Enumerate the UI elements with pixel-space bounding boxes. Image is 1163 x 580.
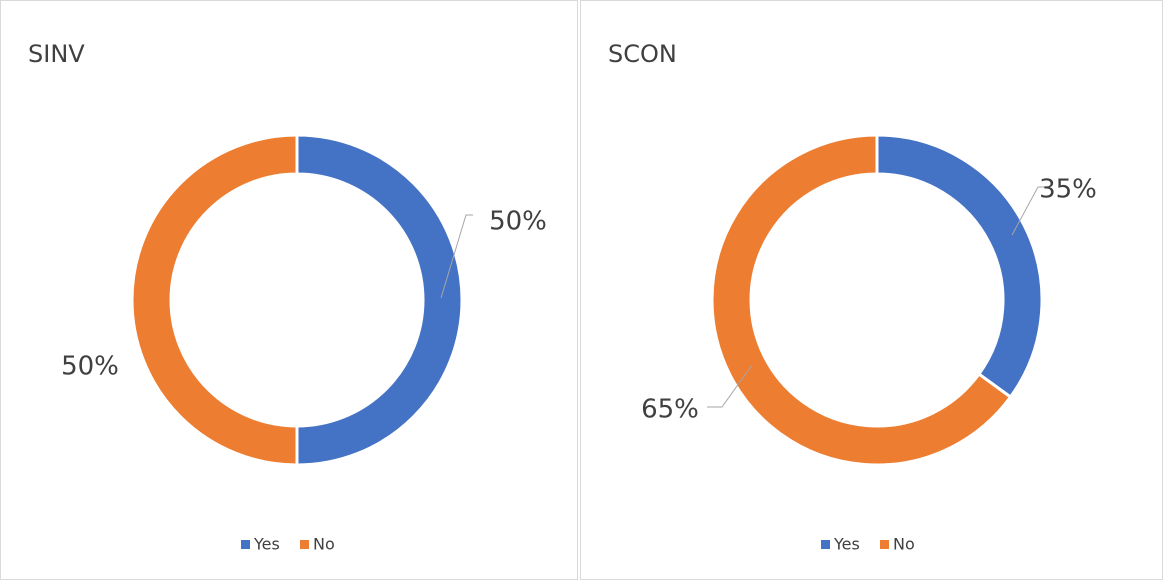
- legend-swatch: [300, 540, 309, 549]
- leader-line: [1011, 186, 1050, 236]
- leader-line: [440, 214, 473, 299]
- legend-swatch: [241, 540, 250, 549]
- data-label: 65%: [641, 395, 699, 425]
- panel: [0, 0, 578, 580]
- donut-slice: [130, 133, 299, 467]
- legend-label: Yes: [253, 535, 280, 554]
- data-label: 35%: [1039, 175, 1097, 205]
- legend-swatch: [821, 540, 830, 549]
- legend-label: No: [893, 535, 915, 554]
- legend-label: No: [313, 535, 335, 554]
- legend-label: Yes: [833, 535, 860, 554]
- donut-slice: [710, 133, 1013, 467]
- chart-title: SINV: [28, 40, 85, 68]
- data-label: 50%: [61, 352, 119, 382]
- donut-slice: [295, 133, 464, 467]
- panel: [580, 0, 1163, 580]
- leader-line: [707, 364, 753, 408]
- chart-title: SCON: [608, 40, 677, 68]
- data-label: 50%: [489, 207, 547, 237]
- legend-swatch: [880, 540, 889, 549]
